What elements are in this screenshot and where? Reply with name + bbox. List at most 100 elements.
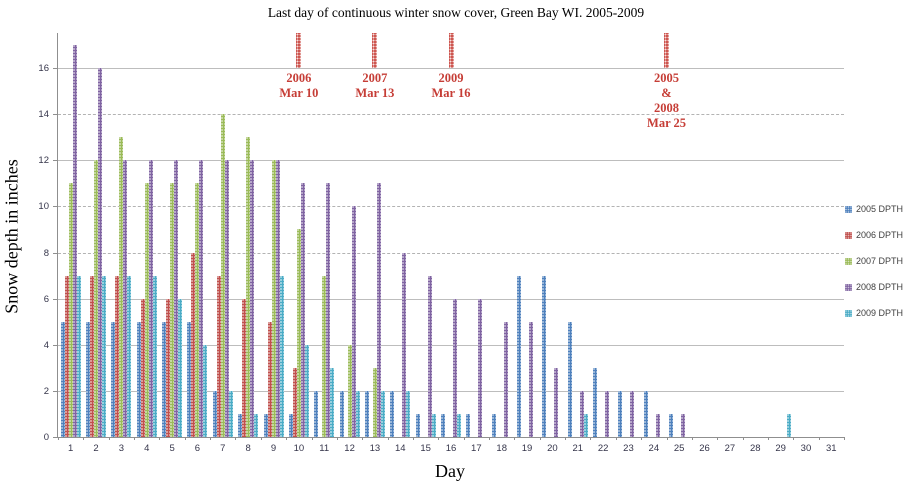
x-tick-mark (108, 437, 110, 440)
x-tick-mark (489, 437, 491, 440)
y-tick-mark (53, 252, 57, 254)
x-tick-label-day-6: 6 (194, 443, 201, 454)
x-tick-label-day-27: 27 (724, 443, 736, 454)
annotation-marker-2006-Mar 10 (296, 33, 302, 68)
x-tick-mark (767, 437, 769, 440)
x-tick-mark (159, 437, 161, 440)
x-tick-mark (565, 437, 567, 440)
x-tick-mark (793, 437, 795, 440)
x-tick-label-day-29: 29 (775, 443, 786, 454)
bar-2006-day-10 (292, 367, 297, 437)
bar-2007-day-10 (296, 229, 301, 437)
bar-2008-day-21 (579, 390, 584, 437)
bar-2008-day-25 (681, 413, 686, 437)
x-tick-mark (590, 437, 592, 440)
x-tick-label-day-3: 3 (118, 443, 125, 454)
x-tick-mark (210, 437, 212, 440)
bar-2007-day-9 (271, 160, 276, 437)
x-tick-mark (311, 437, 313, 440)
x-tick-label-day-30: 30 (800, 443, 812, 454)
bar-2008-day-3 (123, 160, 128, 437)
bar-2007-day-2 (94, 160, 99, 437)
annotation-label-2: 2009 Mar 16 (416, 71, 486, 101)
bar-2007-day-13 (372, 367, 377, 437)
bar-2009-day-2 (102, 275, 107, 437)
plot-area: 1 2 3 4 5 6 7 8 9 10 11 12 13 14 15 16 17 18 19 20 21 22 23 24 2… (53, 33, 845, 454)
x-tick-mark (717, 437, 719, 440)
gridline-8 (58, 252, 844, 254)
annotation-line: 2007 (362, 71, 388, 85)
y-tick-label: 8 (43, 247, 49, 259)
x-tick-mark (691, 437, 693, 440)
legend-swatch-icon (845, 283, 852, 291)
gridline-4 (58, 344, 844, 346)
bar-2005-day-13 (364, 390, 369, 437)
y-tick-label: 0 (43, 432, 49, 443)
bar-2008-day-22 (605, 390, 610, 437)
bar-2005-day-19 (517, 275, 522, 437)
bar-2009-day-13 (380, 390, 385, 437)
x-tick-label-day-18: 18 (496, 443, 507, 454)
bar-2005-day-17 (466, 413, 471, 437)
bar-2005-day-3 (111, 321, 116, 437)
x-tick-label-day-15: 15 (420, 443, 431, 454)
bar-2009-day-21 (583, 413, 588, 437)
chart-title: Last day of continuous winter snow cover… (267, 5, 645, 20)
annotation-line: & (661, 86, 672, 100)
annotation-line: Mar 25 (647, 116, 687, 130)
gridline-16 (58, 68, 844, 69)
bar-2008-day-5 (174, 160, 179, 437)
x-tick-label-day-16: 16 (445, 443, 457, 454)
bar-2007-day-11 (322, 275, 327, 437)
x-tick-mark (387, 437, 389, 440)
bar-2009-day-29 (786, 413, 791, 437)
bar-2008-day-1 (72, 44, 77, 437)
bar-2006-day-9 (267, 321, 272, 437)
x-tick-label-day-2: 2 (93, 443, 99, 454)
x-tick-label-day-24: 24 (648, 443, 660, 454)
bar-2009-day-4 (152, 275, 157, 437)
bar-2006-day-7 (216, 275, 221, 437)
y-tick-label: 4 (43, 339, 49, 351)
bar-2005-day-20 (542, 275, 547, 437)
bar-2008-day-8 (250, 160, 255, 437)
legend-label: 2007 DPTH (856, 256, 904, 266)
x-tick-mark (666, 437, 668, 440)
x-tick-mark (412, 437, 414, 440)
y-tick-mark (53, 206, 57, 208)
x-tick-label-day-1: 1 (68, 443, 74, 454)
annotation-line: Mar 13 (355, 86, 395, 100)
bar-2005-day-2 (86, 321, 91, 437)
x-tick-mark (844, 437, 845, 440)
x-tick-mark (514, 437, 516, 440)
x-tick-label-day-20: 20 (547, 443, 558, 454)
x-tick-mark (58, 437, 59, 440)
gridline-12 (58, 160, 844, 162)
y-tick-mark (53, 390, 57, 392)
bar-2007-day-4 (144, 183, 149, 437)
bar-2008-day-6 (199, 160, 204, 437)
bar-2005-day-6 (187, 321, 192, 437)
y-tick-label: 2 (43, 385, 49, 397)
annotation-label-0: 2006 Mar 10 (264, 71, 334, 101)
bar-2008-day-23 (630, 390, 635, 437)
legend-swatch-icon (845, 205, 852, 213)
bar-2007-day-7 (220, 114, 225, 437)
x-tick-mark (336, 437, 338, 440)
bar-2005-day-5 (162, 321, 167, 437)
annotation-marker-2007-Mar 13 (372, 33, 378, 68)
bar-2007-day-5 (170, 183, 175, 437)
x-tick-mark (235, 437, 237, 440)
legend-swatch-icon (845, 257, 852, 265)
legend-swatch-icon (845, 309, 852, 317)
bar-2008-day-18 (503, 321, 508, 437)
bar-2005-day-7 (212, 390, 217, 437)
bar-2009-day-9 (279, 275, 284, 437)
x-tick-label-day-4: 4 (144, 443, 150, 454)
x-tick-label-day-31: 31 (826, 443, 837, 454)
x-tick-label-day-19: 19 (521, 443, 533, 454)
x-tick-label-day-14: 14 (394, 443, 406, 454)
annotation-marker-2005-&-2008-Mar 25 (664, 33, 670, 68)
x-tick-label-day-10: 10 (293, 443, 305, 454)
